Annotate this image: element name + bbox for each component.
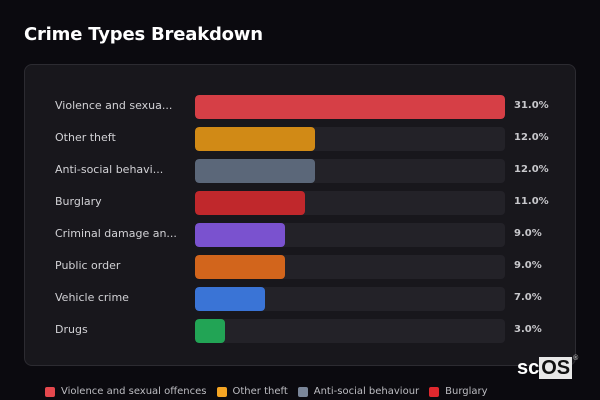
watermark-os: OS xyxy=(539,357,573,379)
legend-swatch-icon xyxy=(429,386,440,397)
legend-swatch-icon xyxy=(216,386,227,397)
bar-value: 9.0% xyxy=(514,228,542,239)
bar-value: 12.0% xyxy=(514,164,549,175)
legend-item[interactable]: Anti-social behaviour xyxy=(297,386,420,397)
chart-card: Violence and sexua... 31.0% Other theft 12.… xyxy=(24,64,576,366)
bar-fill[interactable] xyxy=(195,159,315,183)
bar-row[interactable]: Other theft 12.0% xyxy=(25,127,575,151)
bar-label: Public order xyxy=(55,259,121,272)
bar-label: Other theft xyxy=(55,131,116,144)
bar-track xyxy=(195,287,505,311)
bar-label: Criminal damage an... xyxy=(55,227,177,240)
watermark-sc: sc xyxy=(517,357,540,379)
bar-label: Vehicle crime xyxy=(55,291,129,304)
chart-legend: Violence and sexual offences Other theft A… xyxy=(45,386,488,397)
bar-fill[interactable] xyxy=(195,95,505,119)
bar-fill[interactable] xyxy=(195,223,285,247)
bar-row[interactable]: Burglary 11.0% xyxy=(25,191,575,215)
registered-mark: ® xyxy=(573,355,579,362)
legend-label: Violence and sexual offences xyxy=(61,386,207,397)
watermark-logo: sc OS ® xyxy=(517,355,579,379)
bar-track xyxy=(195,223,505,247)
bar-fill[interactable] xyxy=(195,127,315,151)
bar-label: Violence and sexua... xyxy=(55,99,173,112)
legend-item[interactable]: Other theft xyxy=(216,386,288,397)
bar-track xyxy=(195,127,505,151)
bar-track xyxy=(195,319,505,343)
legend-swatch-icon xyxy=(297,386,308,397)
bar-track xyxy=(195,95,505,119)
bar-label: Burglary xyxy=(55,195,102,208)
bar-row[interactable]: Public order 9.0% xyxy=(25,255,575,279)
bar-row[interactable]: Violence and sexua... 31.0% xyxy=(25,95,575,119)
bar-fill[interactable] xyxy=(195,319,225,343)
bar-value: 9.0% xyxy=(514,260,542,271)
bar-value: 7.0% xyxy=(514,292,542,303)
bar-row[interactable]: Vehicle crime 7.0% xyxy=(25,287,575,311)
bar-value: 12.0% xyxy=(514,132,549,143)
legend-label: Burglary xyxy=(445,386,488,397)
legend-item[interactable]: Violence and sexual offences xyxy=(45,386,207,397)
bar-row[interactable]: Criminal damage an... 9.0% xyxy=(25,223,575,247)
bar-value: 11.0% xyxy=(514,196,549,207)
bar-track xyxy=(195,159,505,183)
bar-fill[interactable] xyxy=(195,191,305,215)
bar-track xyxy=(195,255,505,279)
bar-row[interactable]: Anti-social behavi... 12.0% xyxy=(25,159,575,183)
chart-title: Crime Types Breakdown xyxy=(24,24,263,45)
legend-label: Other theft xyxy=(232,386,288,397)
bar-row[interactable]: Drugs 3.0% xyxy=(25,319,575,343)
bar-label: Drugs xyxy=(55,323,88,336)
bar-label: Anti-social behavi... xyxy=(55,163,164,176)
bar-value: 3.0% xyxy=(514,324,542,335)
bar-fill[interactable] xyxy=(195,255,285,279)
legend-item[interactable]: Burglary xyxy=(429,386,488,397)
bar-value: 31.0% xyxy=(514,100,549,111)
bar-fill[interactable] xyxy=(195,287,265,311)
legend-label: Anti-social behaviour xyxy=(313,386,420,397)
legend-swatch-icon xyxy=(45,386,55,397)
bar-track xyxy=(195,191,505,215)
